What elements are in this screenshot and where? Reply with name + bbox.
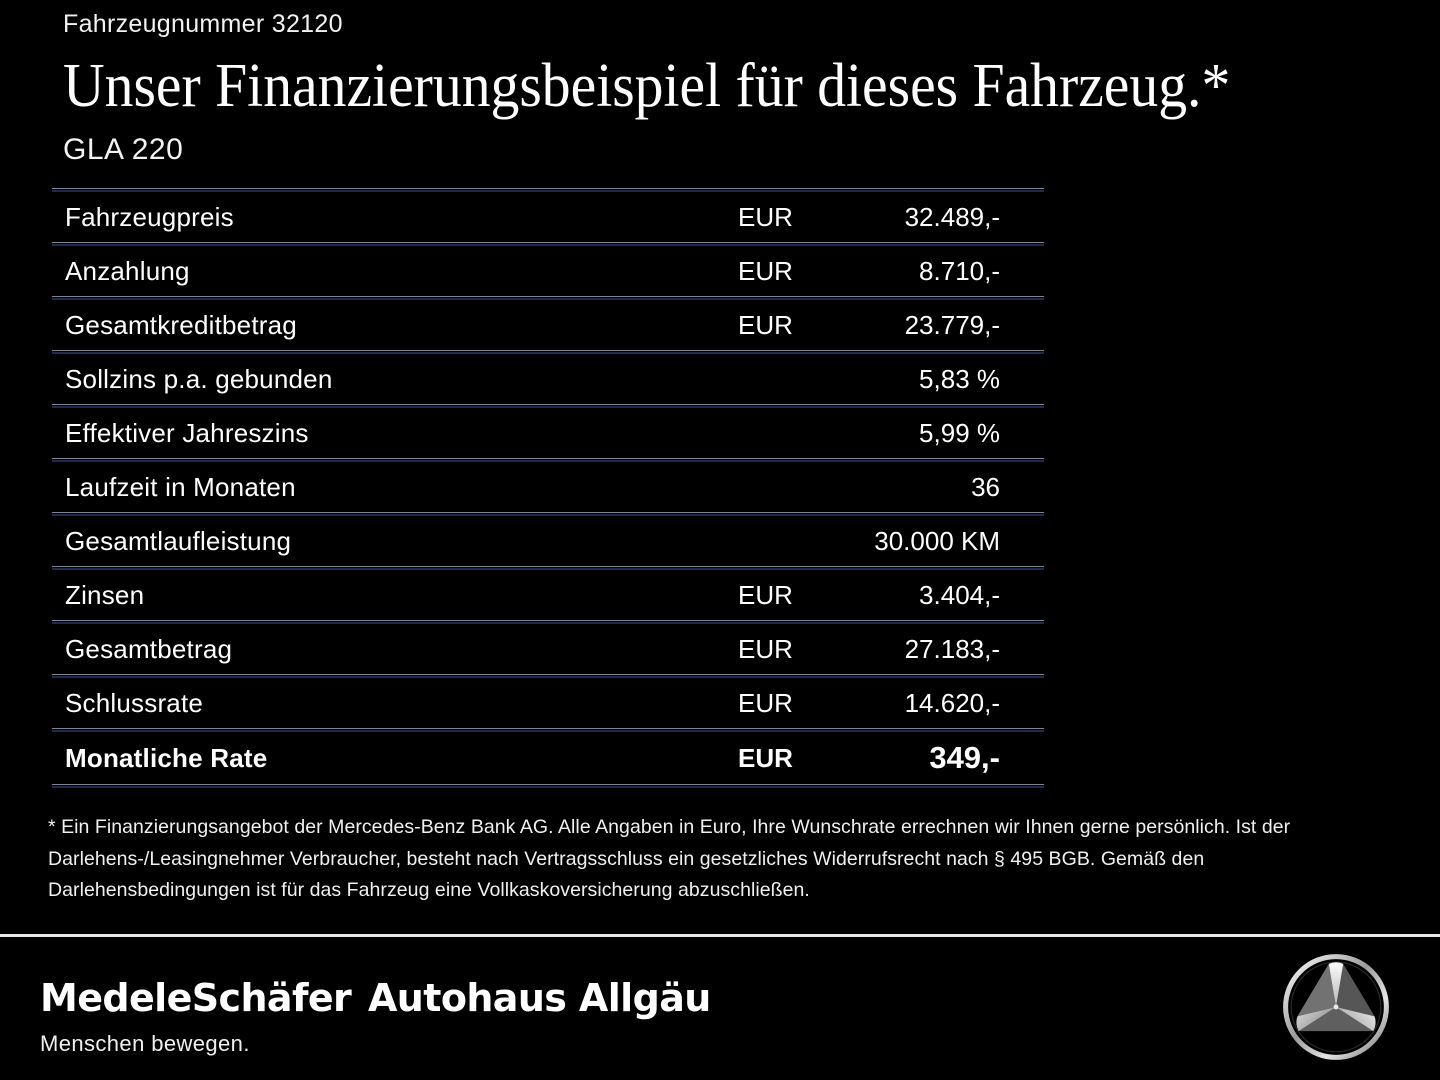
table-row: Laufzeit in Monaten 36 bbox=[52, 462, 1044, 512]
row-divider bbox=[52, 296, 1044, 300]
row-value: 8.710,- bbox=[919, 255, 1000, 286]
row-value: 30.000 KM bbox=[874, 525, 1000, 556]
table-row: Gesamtbetrag EUR 27.183,- bbox=[52, 624, 1044, 674]
table-row: Schlussrate EUR 14.620,- bbox=[52, 678, 1044, 728]
row-label: Laufzeit in Monaten bbox=[65, 471, 296, 502]
row-label: Anzahlung bbox=[65, 255, 190, 286]
row-label: Effektiver Jahreszins bbox=[65, 417, 309, 448]
row-currency: EUR bbox=[738, 579, 793, 610]
row-value: 36 bbox=[971, 471, 1000, 502]
table-row: Monatliche Rate EUR 349,- bbox=[52, 732, 1044, 784]
row-divider bbox=[52, 728, 1044, 732]
row-value: 5,99 % bbox=[919, 417, 1000, 448]
dealer-tagline: Menschen bewegen. bbox=[40, 1031, 250, 1056]
row-value: 23.779,- bbox=[904, 309, 1000, 340]
page-footer: MedeleSchäfer Menschen bewegen. Autohaus… bbox=[0, 937, 1440, 1080]
row-currency: EUR bbox=[738, 255, 793, 286]
row-label: Gesamtbetrag bbox=[65, 633, 233, 664]
row-divider bbox=[52, 674, 1044, 678]
row-divider bbox=[52, 512, 1044, 516]
footer-divider bbox=[0, 934, 1440, 937]
row-value: 5,83 % bbox=[919, 363, 1000, 394]
row-divider bbox=[52, 784, 1044, 788]
dealer-name-primary: MedeleSchäfer bbox=[40, 976, 352, 1020]
row-label: Monatliche Rate bbox=[65, 742, 268, 773]
mercedes-benz-star-icon bbox=[1280, 951, 1392, 1063]
row-value: 27.183,- bbox=[904, 633, 1000, 664]
row-label: Schlussrate bbox=[65, 687, 204, 718]
row-divider bbox=[52, 242, 1044, 246]
row-divider bbox=[52, 404, 1044, 408]
row-divider bbox=[52, 620, 1044, 624]
table-row: Anzahlung EUR 8.710,- bbox=[52, 246, 1044, 296]
table-row: Fahrzeugpreis EUR 32.489,- bbox=[52, 192, 1044, 242]
table-row: Sollzins p.a. gebunden 5,83 % bbox=[52, 354, 1044, 404]
row-divider bbox=[52, 188, 1044, 192]
row-label: Gesamtkreditbetrag bbox=[65, 309, 297, 340]
page-header: Fahrzeugnummer 32120 Unser Finanzierungs… bbox=[63, 8, 1393, 167]
row-value: 3.404,- bbox=[919, 579, 1000, 610]
row-divider bbox=[52, 566, 1044, 570]
vehicle-number: Fahrzeugnummer 32120 bbox=[63, 10, 343, 38]
row-value: 349,- bbox=[929, 740, 1000, 775]
footnote-text: * Ein Finanzierungsangebot der Mercedes-… bbox=[48, 816, 1291, 902]
dealer-brand-block: MedeleSchäfer Menschen bewegen. bbox=[40, 976, 352, 1057]
row-divider bbox=[52, 458, 1044, 462]
row-label: Zinsen bbox=[65, 579, 145, 610]
finance-table: Fahrzeugpreis EUR 32.489,- Anzahlung EUR 8.71… bbox=[52, 188, 1044, 788]
page-title: Unser Finanzierungsbeispiel für dieses F… bbox=[63, 51, 1231, 120]
row-currency: EUR bbox=[738, 309, 793, 340]
vehicle-model-name: GLA 220 bbox=[63, 132, 184, 166]
row-label: Fahrzeugpreis bbox=[65, 201, 234, 232]
dealer-name-secondary: Autohaus Allgäu bbox=[368, 976, 711, 1020]
row-currency: EUR bbox=[738, 633, 793, 664]
row-label: Gesamtlaufleistung bbox=[65, 525, 292, 556]
table-row: Effektiver Jahreszins 5,99 % bbox=[52, 408, 1044, 458]
table-row: Gesamtkreditbetrag EUR 23.779,- bbox=[52, 300, 1044, 350]
table-row: Zinsen EUR 3.404,- bbox=[52, 570, 1044, 620]
row-currency: EUR bbox=[738, 742, 793, 773]
row-currency: EUR bbox=[738, 687, 793, 718]
row-currency: EUR bbox=[738, 201, 793, 232]
row-value: 32.489,- bbox=[904, 201, 1000, 232]
row-divider bbox=[52, 350, 1044, 354]
table-row: Gesamtlaufleistung 30.000 KM bbox=[52, 516, 1044, 566]
row-value: 14.620,- bbox=[904, 687, 1000, 718]
row-label: Sollzins p.a. gebunden bbox=[65, 363, 333, 394]
